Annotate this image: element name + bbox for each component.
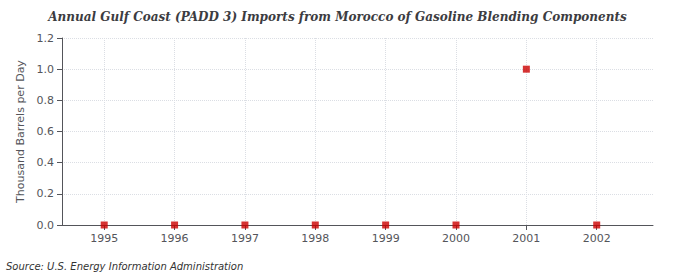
svg-text:Source: U.S. Energy Informatio: Source: U.S. Energy Information Administ…: [6, 261, 243, 272]
svg-text:Annual Gulf Coast (PADD 3) Imp: Annual Gulf Coast (PADD 3) Imports from …: [47, 10, 627, 24]
svg-text:1998: 1998: [301, 232, 329, 245]
svg-text:2000: 2000: [442, 232, 470, 245]
svg-text:1999: 1999: [372, 232, 400, 245]
svg-text:0.6: 0.6: [37, 125, 55, 138]
svg-text:Thousand Barrels per Day: Thousand Barrels per Day: [14, 60, 27, 204]
svg-text:0.4: 0.4: [37, 156, 55, 169]
svg-text:1996: 1996: [161, 232, 189, 245]
svg-text:1995: 1995: [90, 232, 118, 245]
svg-text:1.2: 1.2: [37, 32, 55, 45]
svg-text:2002: 2002: [583, 232, 611, 245]
svg-text:0.2: 0.2: [37, 187, 55, 200]
svg-text:2001: 2001: [512, 232, 540, 245]
svg-text:1.0: 1.0: [37, 63, 55, 76]
svg-text:0.8: 0.8: [37, 94, 55, 107]
svg-text:0.0: 0.0: [37, 219, 55, 232]
svg-text:1997: 1997: [231, 232, 259, 245]
